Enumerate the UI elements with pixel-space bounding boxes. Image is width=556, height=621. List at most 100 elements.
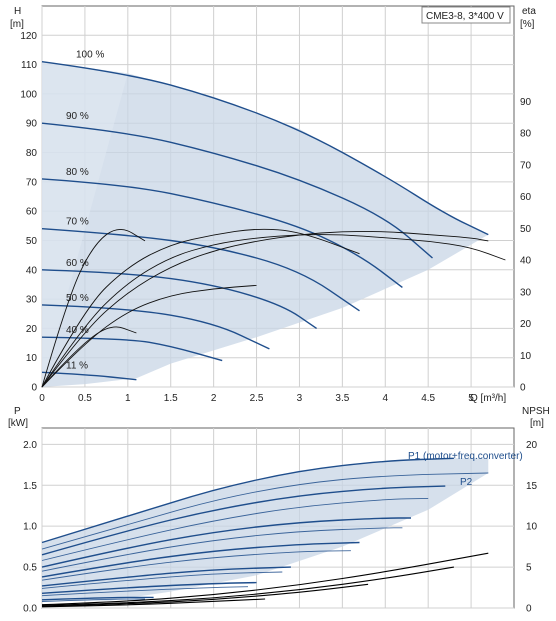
head-ylabel-unit: [m]: [10, 19, 24, 30]
head-y2label-unit: [%]: [520, 19, 535, 30]
head-y2-tick: 90: [520, 97, 532, 108]
power-y-tick: 1.5: [23, 481, 37, 492]
p1-curves: [41, 457, 454, 601]
p2-curves: [41, 472, 489, 602]
head-curves: 100 % 90 % 80 % 70 % 60 % 50 % 40 % 11 %: [41, 50, 489, 381]
head-chart: 100 %90 %80 %70 %60 %50 %40 %11 % 0 0.5 1 1…: [10, 5, 536, 404]
p2-curve-6: [41, 598, 145, 602]
npsh-curve-1: [41, 566, 454, 607]
npsh-curve-0: [41, 552, 489, 606]
head-y2-tick: 60: [520, 192, 532, 203]
head-y-tick: 60: [26, 207, 38, 218]
head-y-tick: 40: [26, 265, 38, 276]
p1-legend-label: P1 (motor+freq.converter): [408, 451, 523, 462]
npsh-curve-3: [41, 598, 266, 608]
head-y-tick: 120: [20, 31, 37, 42]
power-y2-tick: 20: [526, 440, 538, 451]
head-y-tick: 50: [26, 236, 38, 247]
head-x-tick: 1: [125, 393, 131, 404]
head-envelope-area: [42, 61, 489, 387]
efficiency-curve-5: [41, 326, 137, 388]
head-x-tick: 3: [297, 393, 303, 404]
head-x-tick: 2: [211, 393, 217, 404]
head-x-tick: 4.5: [421, 393, 435, 404]
head-curve-label: 90 %: [66, 111, 89, 122]
efficiency-curve-4: [41, 284, 257, 388]
power-y-tick: 1.0: [23, 522, 37, 533]
chart-title: CME3-8, 3*400 V: [426, 11, 504, 22]
power-envelope: [42, 458, 489, 602]
power-y2label-unit: [m]: [530, 418, 544, 429]
head-curve-4: [41, 269, 317, 329]
p2-legend-label: P2: [460, 477, 473, 488]
head-y2-tick: 50: [520, 224, 532, 235]
p1-curve-4: [41, 566, 291, 587]
head-y-tick: 10: [26, 353, 38, 364]
power-envelope-area: [42, 458, 489, 602]
efficiency-curve-0: [41, 229, 146, 388]
head-y-tick: 110: [21, 60, 37, 71]
power-y2-tick: 5: [526, 563, 532, 574]
power-y-tick: 0.5: [23, 563, 37, 574]
head-curve-6: [41, 336, 223, 362]
power-y2label-npsh: NPSH: [522, 406, 550, 417]
head-x-tick: 2.5: [250, 393, 264, 404]
p2-curve-5: [41, 586, 249, 597]
efficiency-curve-3: [41, 230, 489, 388]
power-y2-tick: 15: [526, 481, 538, 492]
head-y-tick: 80: [26, 148, 38, 159]
p1-curve-5: [41, 581, 257, 594]
p2-curve-0: [41, 472, 489, 550]
efficiency-curves: [41, 228, 506, 388]
p1-curve-6: [41, 596, 154, 601]
head-curve-label: 80 %: [66, 167, 89, 178]
p1-curve-1: [41, 485, 446, 556]
npsh-curve-2: [41, 583, 369, 607]
head-x-tick: 0.5: [78, 393, 92, 404]
power-ylabel-unit: [kW]: [8, 418, 28, 429]
head-y-tick: 70: [26, 177, 38, 188]
head-curve-0: [41, 61, 489, 236]
head-y2-tick: 40: [520, 256, 532, 267]
head-y2-tick: 20: [520, 319, 532, 330]
power-y2-tick: 10: [526, 522, 538, 533]
p2-curve-3: [41, 550, 351, 581]
head-curve-3: [41, 228, 360, 312]
npsh-curves: [41, 552, 489, 608]
head-y2-tick: 10: [520, 351, 532, 362]
head-curve-1: [41, 122, 433, 259]
power-ylabel-p: P: [14, 406, 21, 417]
p2-curve-1: [41, 497, 429, 561]
head-curve-label: 40 %: [66, 325, 89, 336]
p1-curve-0: [41, 457, 454, 544]
head-curve-label: 70 %: [66, 217, 89, 228]
head-x-tick: 0: [39, 393, 45, 404]
head-y2label-eta: eta: [522, 6, 536, 17]
head-y-tick: 0: [31, 383, 37, 394]
head-curve-label: 60 %: [66, 258, 89, 269]
efficiency-curve-1: [41, 228, 360, 388]
head-x-tick: 5: [468, 393, 474, 404]
p2-curve-4: [41, 571, 283, 589]
head-y-tick: 100: [20, 89, 37, 100]
head-curve-label: 100 %: [76, 50, 104, 61]
power-ticks: 0.0 0.5 1.0 1.5 2.0 0 5 10 15 20: [23, 440, 537, 615]
p2-curve-2: [41, 527, 403, 572]
head-y2-tick: 70: [520, 160, 532, 171]
head-y-tick: 90: [26, 119, 38, 130]
head-y2-tick: 80: [520, 129, 532, 140]
head-y-tick: 20: [26, 324, 38, 335]
head-x-tick: 4: [382, 393, 388, 404]
power-y2-tick: 0: [526, 604, 532, 615]
head-curve-label: 11 %: [66, 360, 88, 371]
head-xlabel: Q [m³/h]: [470, 393, 506, 404]
head-ylabel-h: H: [14, 6, 21, 17]
power-y-tick: 2.0: [23, 440, 37, 451]
efficiency-curve-2: [41, 234, 506, 388]
head-curve-5: [41, 304, 270, 350]
head-x-tick: 1.5: [164, 393, 178, 404]
head-curve-label: 50 %: [66, 293, 89, 304]
power-y-tick: 0.0: [23, 604, 37, 615]
